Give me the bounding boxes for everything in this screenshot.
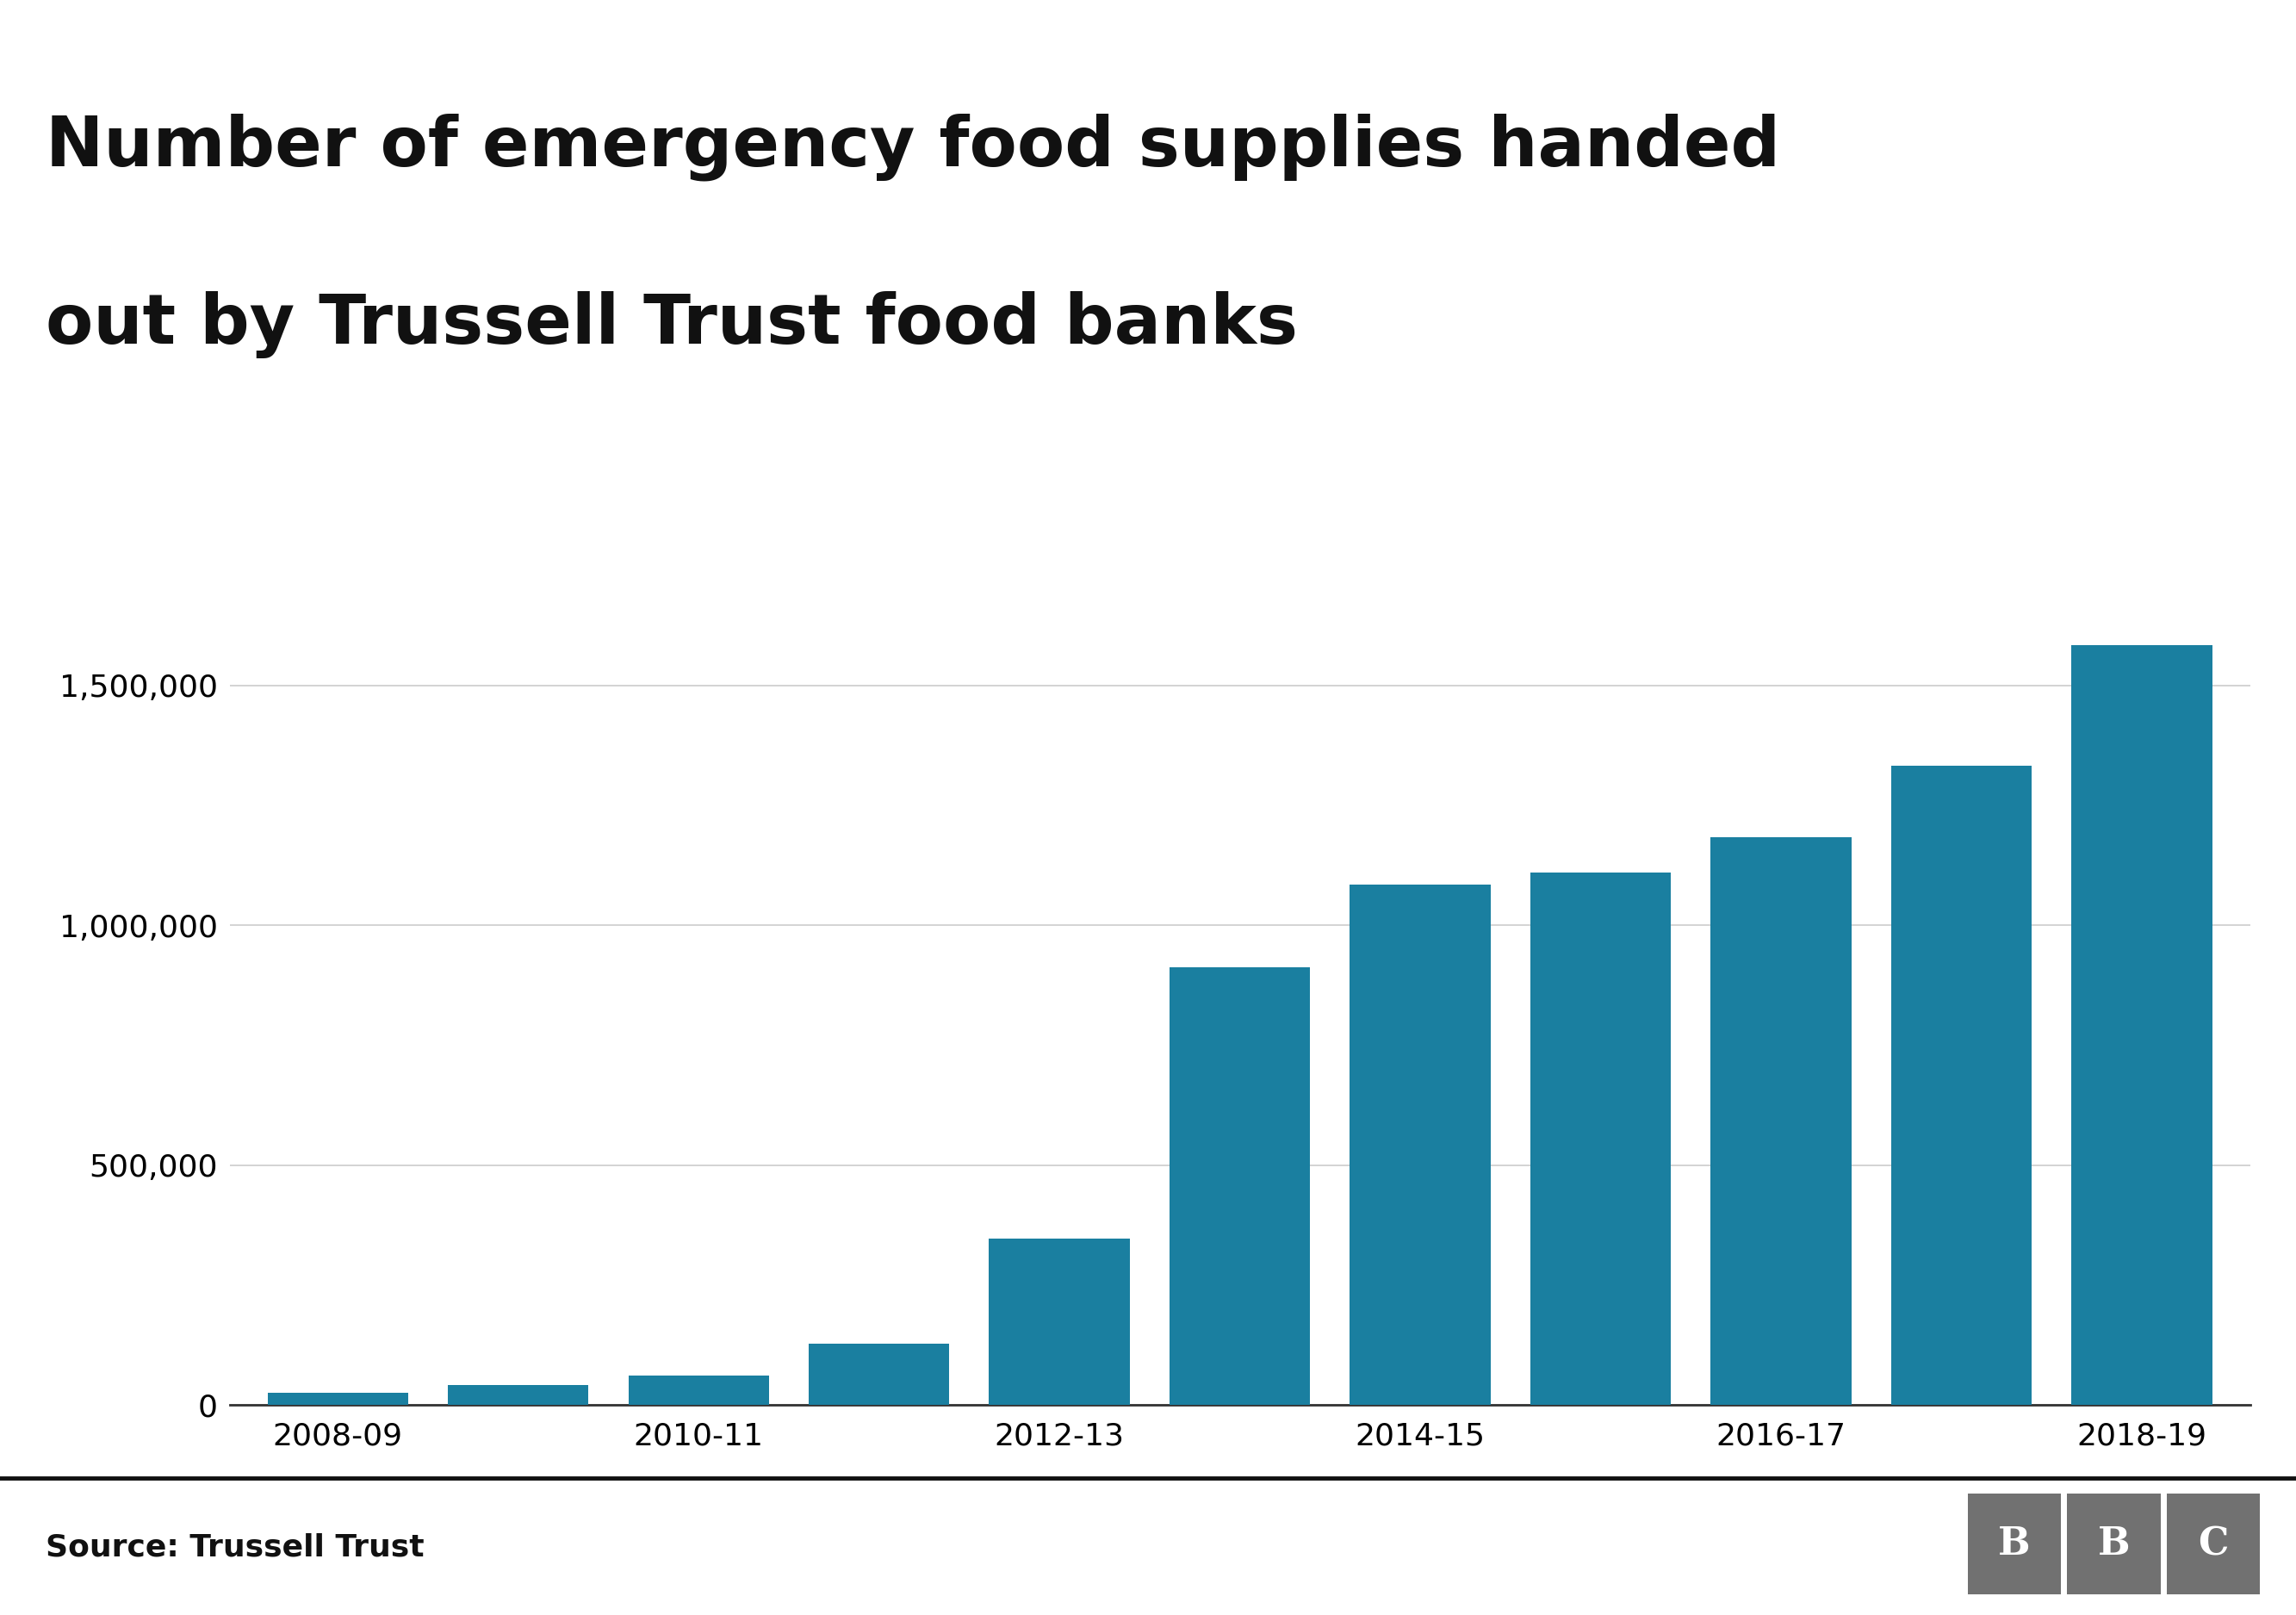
Text: B: B xyxy=(1998,1526,2030,1562)
Bar xyxy=(2071,644,2211,1405)
Bar xyxy=(1350,885,1490,1405)
Bar xyxy=(448,1386,588,1405)
Text: Source: Trussell Trust: Source: Trussell Trust xyxy=(46,1533,425,1562)
Bar xyxy=(990,1239,1130,1405)
FancyBboxPatch shape xyxy=(2066,1494,2161,1594)
Bar xyxy=(629,1376,769,1405)
Text: Number of emergency food supplies handed: Number of emergency food supplies handed xyxy=(46,113,1779,181)
Bar xyxy=(1892,766,2032,1405)
Text: out by Trussell Trust food banks: out by Trussell Trust food banks xyxy=(46,291,1297,359)
Bar xyxy=(808,1344,951,1405)
FancyBboxPatch shape xyxy=(2167,1494,2259,1594)
FancyBboxPatch shape xyxy=(1968,1494,2062,1594)
Bar xyxy=(1711,837,1851,1405)
Bar xyxy=(1531,872,1671,1405)
Bar xyxy=(266,1392,409,1405)
Text: B: B xyxy=(2099,1526,2131,1562)
Text: C: C xyxy=(2197,1526,2229,1562)
Bar xyxy=(1169,967,1311,1405)
